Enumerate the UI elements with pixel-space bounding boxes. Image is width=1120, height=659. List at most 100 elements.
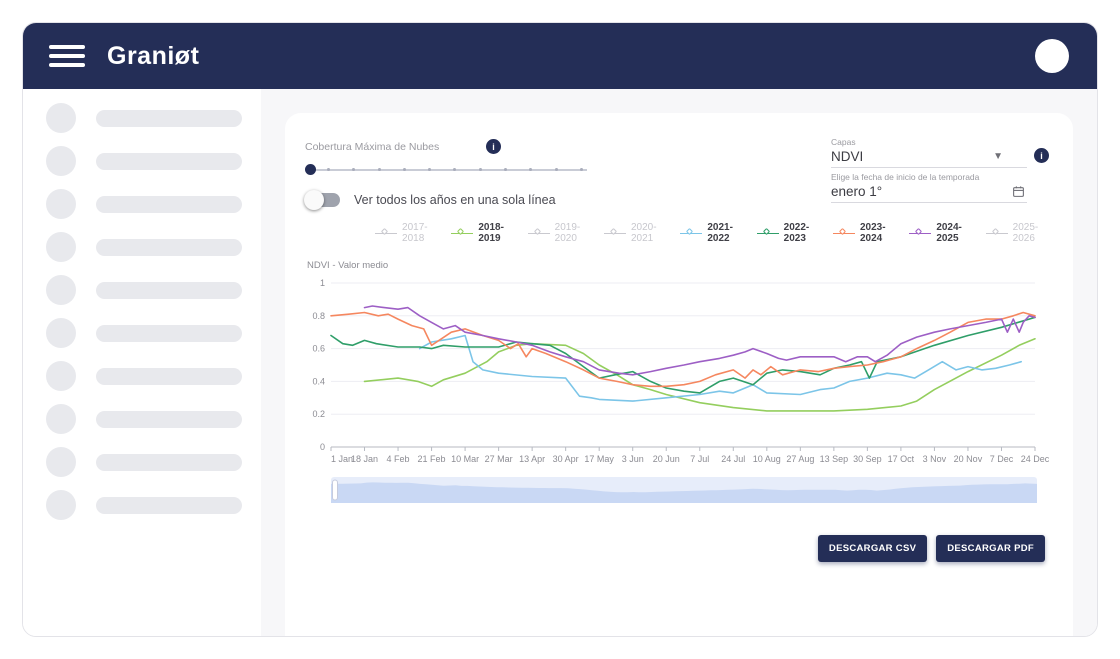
legend-item-2018-2019[interactable]: 2018-2019 xyxy=(451,222,516,244)
skeleton-circle xyxy=(46,447,76,477)
layers-label: Capas xyxy=(831,137,856,147)
svg-text:13 Sep: 13 Sep xyxy=(820,454,849,464)
sidebar-skeleton-item xyxy=(46,146,261,176)
legend-marker xyxy=(604,227,626,238)
svg-text:0: 0 xyxy=(320,442,325,452)
svg-text:7 Dec: 7 Dec xyxy=(990,454,1014,464)
cloud-cover-slider[interactable] xyxy=(305,163,587,177)
brush-handle-left[interactable] xyxy=(332,479,338,501)
series-2023-2024 xyxy=(330,311,1036,388)
skeleton-circle xyxy=(46,103,76,133)
legend-item-2020-2021[interactable]: 2020-2021 xyxy=(604,222,669,244)
legend-label: 2025-2026 xyxy=(1012,222,1039,244)
season-start-input[interactable]: enero 1° xyxy=(831,184,1027,199)
legend-marker xyxy=(756,227,779,238)
skeleton-bar xyxy=(96,281,242,299)
svg-text:13 Apr: 13 Apr xyxy=(519,454,545,464)
slider-track xyxy=(313,169,587,171)
toggle-knob[interactable] xyxy=(304,190,324,210)
controls-row: Cobertura Máxima de Nubes i Ver todos lo… xyxy=(304,131,1051,210)
legend-item-2025-2026[interactable]: 2025-2026 xyxy=(985,222,1051,244)
legend-label: 2024-2025 xyxy=(936,222,962,244)
svg-text:1: 1 xyxy=(320,278,325,288)
chart-legend: 2017-2018 2018-2019 2019-2020 2020-2021 2021… xyxy=(375,222,1051,244)
info-icon[interactable]: i xyxy=(486,139,501,154)
svg-text:18 Jan: 18 Jan xyxy=(351,454,378,464)
legend-label: 2021-2022 xyxy=(707,222,733,244)
skeleton-bar xyxy=(96,496,242,514)
svg-text:20 Jun: 20 Jun xyxy=(653,454,680,464)
chart-brush[interactable] xyxy=(331,477,1051,503)
chevron-down-icon: ▼ xyxy=(993,151,1003,162)
svg-text:0.8: 0.8 xyxy=(312,311,325,321)
layers-info-icon[interactable]: i xyxy=(1034,148,1049,163)
layers-select[interactable]: NDVI ▼ xyxy=(831,149,1027,164)
menu-icon[interactable] xyxy=(49,45,85,67)
sidebar-skeleton-item xyxy=(46,361,261,391)
legend-label: 2017-2018 xyxy=(402,222,428,244)
svg-text:21 Feb: 21 Feb xyxy=(418,454,446,464)
sidebar-skeleton-item xyxy=(46,232,261,262)
legend-label: 2019-2020 xyxy=(554,222,581,244)
svg-text:3 Nov: 3 Nov xyxy=(923,454,947,464)
skeleton-bar xyxy=(96,238,242,256)
skeleton-circle xyxy=(46,146,76,176)
svg-text:20 Nov: 20 Nov xyxy=(954,454,983,464)
legend-item-2019-2020[interactable]: 2019-2020 xyxy=(527,222,593,244)
svg-text:17 May: 17 May xyxy=(584,454,614,464)
svg-text:24 Dec: 24 Dec xyxy=(1021,454,1050,464)
download-pdf-button[interactable]: DESCARGAR PDF xyxy=(936,535,1045,562)
user-avatar[interactable] xyxy=(1035,39,1069,73)
svg-text:30 Sep: 30 Sep xyxy=(853,454,882,464)
skeleton-circle xyxy=(46,275,76,305)
chart-card: Cobertura Máxima de Nubes i Ver todos lo… xyxy=(285,113,1073,636)
chart-y-axis-title: NDVI - Valor medio xyxy=(307,260,389,271)
season-label: Elige la fecha de inicio de la temporada xyxy=(831,172,980,182)
svg-text:0.6: 0.6 xyxy=(312,344,325,354)
svg-text:1 Jan: 1 Jan xyxy=(331,454,353,464)
sidebar-skeleton-item xyxy=(46,490,261,520)
skeleton-circle xyxy=(46,361,76,391)
sidebar xyxy=(23,89,261,636)
season-value: enero 1° xyxy=(831,184,883,199)
layers-value: NDVI xyxy=(831,149,864,164)
legend-item-2023-2024[interactable]: 2023-2024 xyxy=(832,222,898,244)
svg-text:17 Oct: 17 Oct xyxy=(888,454,915,464)
skeleton-bar xyxy=(96,152,242,170)
cloud-cover-label: Cobertura Máxima de Nubes xyxy=(305,140,440,153)
skeleton-bar xyxy=(96,324,242,342)
skeleton-circle xyxy=(46,232,76,262)
svg-text:4 Feb: 4 Feb xyxy=(387,454,410,464)
download-csv-button[interactable]: DESCARGAR CSV xyxy=(817,535,928,562)
slider-thumb[interactable] xyxy=(305,164,316,175)
svg-text:27 Mar: 27 Mar xyxy=(485,454,513,464)
legend-marker xyxy=(909,227,932,238)
toggle-label: Ver todos los años en una sola línea xyxy=(354,193,556,207)
series-2024-2025 xyxy=(363,305,1036,376)
legend-item-2021-2022[interactable]: 2021-2022 xyxy=(680,222,745,244)
legend-marker xyxy=(375,227,398,238)
legend-label: 2023-2024 xyxy=(859,222,886,244)
legend-item-2024-2025[interactable]: 2024-2025 xyxy=(909,222,974,244)
season-field: Elige la fecha de inicio de la temporada… xyxy=(831,172,1027,203)
skeleton-circle xyxy=(46,490,76,520)
svg-text:0.4: 0.4 xyxy=(312,376,325,386)
legend-marker xyxy=(832,227,855,238)
single-line-toggle[interactable] xyxy=(304,190,340,210)
layers-field: Capas NDVI ▼ i xyxy=(831,137,1049,168)
skeleton-bar xyxy=(96,453,242,471)
svg-text:10 Aug: 10 Aug xyxy=(753,454,781,464)
skeleton-bar xyxy=(96,195,242,213)
legend-item-2022-2023[interactable]: 2022-2023 xyxy=(756,222,822,244)
slider-ticks xyxy=(327,168,583,171)
sidebar-skeleton-list xyxy=(23,103,261,520)
svg-text:3 Jun: 3 Jun xyxy=(622,454,644,464)
sidebar-skeleton-item xyxy=(46,447,261,477)
legend-label: 2020-2021 xyxy=(631,222,657,244)
skeleton-circle xyxy=(46,318,76,348)
legend-item-2017-2018[interactable]: 2017-2018 xyxy=(375,222,440,244)
skeleton-circle xyxy=(46,404,76,434)
ndvi-chart[interactable]: 1 0.8 0.6 0.4 0.2 0 1 Jan 18 Jan 4 Feb 21 Feb 10 M… xyxy=(305,273,1051,469)
sidebar-skeleton-item xyxy=(46,103,261,133)
svg-text:0.2: 0.2 xyxy=(312,409,325,419)
